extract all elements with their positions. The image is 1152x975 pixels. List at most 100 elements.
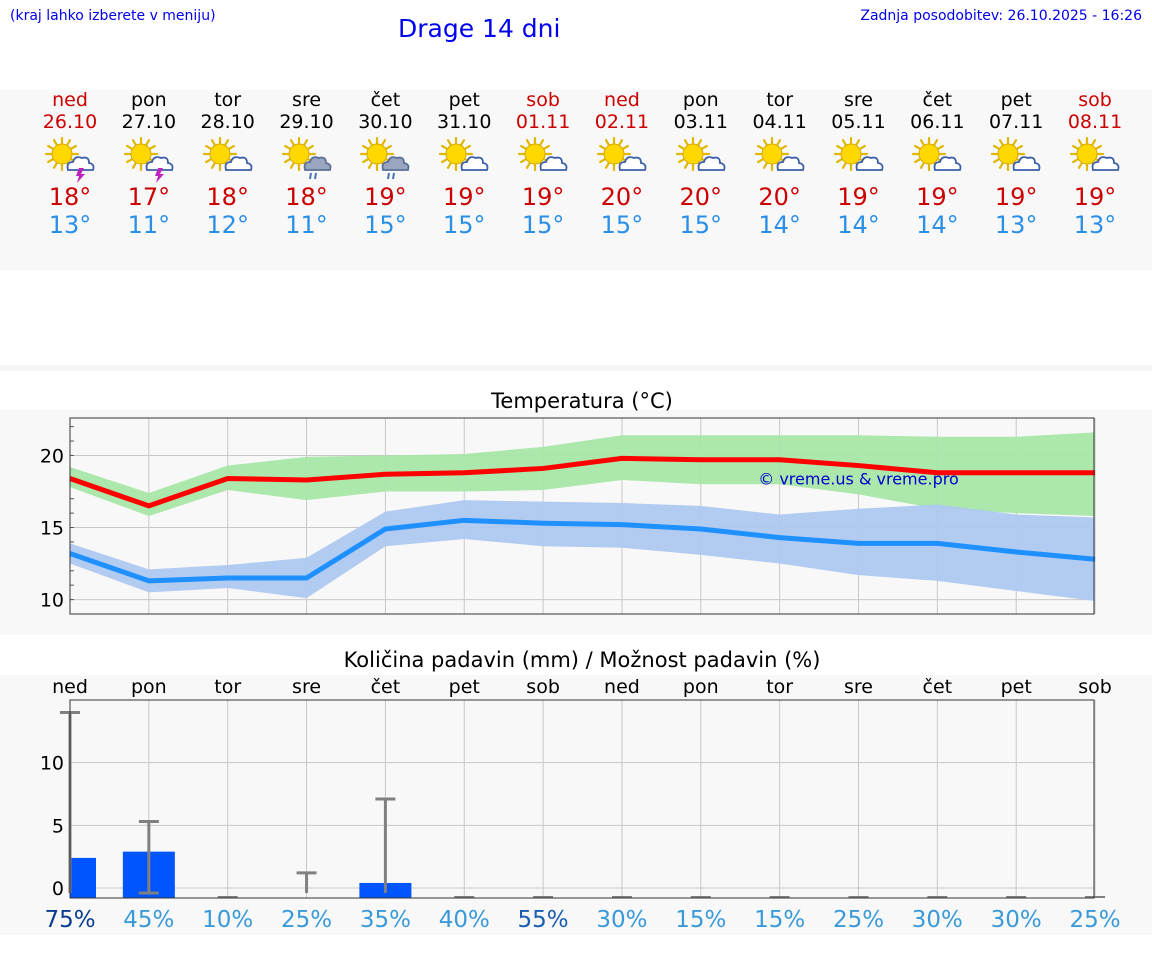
forecast-strip bbox=[0, 90, 1152, 270]
sun-cloud-icon bbox=[1055, 137, 1135, 183]
day-date: 31.10 bbox=[437, 111, 492, 133]
day-date: 08.11 bbox=[1067, 111, 1123, 133]
y-tick-label: 10 bbox=[40, 753, 64, 775]
precip-probability: 10% bbox=[202, 907, 253, 933]
precipitation-chart: Količina padavin (mm) / Možnost padavin … bbox=[40, 648, 1121, 933]
x-category-label: sob bbox=[526, 676, 560, 698]
precip-probability: 75% bbox=[44, 907, 95, 933]
x-category-label: pon bbox=[683, 676, 719, 698]
plot-frame bbox=[69, 699, 1095, 899]
separator bbox=[0, 365, 1152, 371]
day-name: pet bbox=[1000, 89, 1032, 111]
min-temp: 14° bbox=[758, 211, 801, 239]
sun-cloud-icon bbox=[740, 137, 820, 183]
day-date: 03.11 bbox=[673, 111, 728, 133]
day-column: sre 29.10 18° 11° bbox=[267, 89, 347, 239]
day-column: sob 08.11 19° 13° bbox=[1055, 89, 1135, 239]
precip-probability: 30% bbox=[596, 907, 647, 933]
day-date: 28.10 bbox=[200, 111, 255, 133]
min-range-band bbox=[70, 500, 1096, 602]
min-temperature-line bbox=[69, 517, 1096, 584]
precip-probability: 25% bbox=[281, 907, 332, 933]
day-column: tor 04.11 20° 14° bbox=[740, 89, 820, 239]
precipitation-title: Količina padavin (mm) / Možnost padavin … bbox=[344, 648, 821, 672]
day-name: pet bbox=[448, 89, 480, 111]
x-category-label: tor bbox=[766, 676, 793, 698]
day-name: sre bbox=[292, 89, 322, 111]
day-date: 02.11 bbox=[594, 111, 650, 133]
sun-cloud-icon bbox=[819, 137, 899, 183]
min-temp: 11° bbox=[127, 211, 171, 239]
plot-frame bbox=[69, 417, 1095, 615]
temperature-title: Temperatura (°C) bbox=[490, 389, 673, 413]
max-temp: 19° bbox=[994, 183, 1038, 211]
max-temp: 19° bbox=[364, 183, 407, 211]
sun-cloud-rain-icon bbox=[267, 137, 347, 183]
max-temp: 19° bbox=[1073, 183, 1117, 211]
day-name: sre bbox=[844, 89, 873, 111]
x-category-label: sre bbox=[844, 676, 873, 698]
precip-bar bbox=[70, 857, 96, 898]
day-name: tor bbox=[214, 89, 242, 111]
max-temp: 18° bbox=[285, 183, 328, 211]
max-temp: 20° bbox=[679, 183, 723, 211]
day-column: ned 26.10 18° 13° bbox=[30, 89, 110, 239]
precip-probability: 25% bbox=[833, 907, 884, 933]
max-temp: 19° bbox=[837, 183, 880, 211]
max-temp: 19° bbox=[442, 183, 486, 211]
min-temp: 15° bbox=[521, 211, 565, 239]
day-date: 30.10 bbox=[358, 111, 413, 133]
day-date: 29.10 bbox=[279, 111, 334, 133]
day-name: tor bbox=[766, 89, 794, 111]
y-tick-label: 20 bbox=[40, 445, 64, 467]
max-temp: 19° bbox=[916, 183, 959, 211]
day-name: ned bbox=[604, 89, 640, 111]
x-category-label: čet bbox=[371, 676, 401, 698]
max-temp: 17° bbox=[127, 183, 171, 211]
min-temp: 15° bbox=[600, 211, 644, 239]
sun-cloud-icon bbox=[582, 137, 662, 183]
sun-cloud-icon bbox=[503, 137, 583, 183]
min-temp: 14° bbox=[837, 211, 880, 239]
min-temp: 15° bbox=[442, 211, 486, 239]
day-name: pon bbox=[682, 89, 719, 111]
page-title: Drage 14 dni bbox=[398, 14, 561, 43]
day-column: pon 27.10 17° 11° bbox=[109, 89, 189, 239]
precip-probability: 15% bbox=[754, 907, 805, 933]
day-column: pet 31.10 19° 15° bbox=[424, 89, 504, 239]
day-date: 04.11 bbox=[752, 111, 807, 133]
precip-probability: 30% bbox=[991, 907, 1042, 933]
precip-probability: 55% bbox=[518, 907, 569, 933]
max-temp: 20° bbox=[758, 183, 801, 211]
sun-cloud-icon bbox=[897, 137, 977, 183]
day-column: tor 28.10 18° 12° bbox=[188, 89, 268, 239]
precip-probability: 40% bbox=[439, 907, 490, 933]
max-temp: 19° bbox=[521, 183, 565, 211]
max-temp: 20° bbox=[600, 183, 644, 211]
day-name: pon bbox=[130, 89, 167, 111]
sun-cloud-icon bbox=[661, 137, 741, 183]
day-column: čet 06.11 19° 14° bbox=[897, 89, 977, 239]
precip-probability: 45% bbox=[123, 907, 174, 933]
min-temp: 13° bbox=[48, 211, 92, 239]
max-temperature-line bbox=[69, 455, 1096, 509]
day-date: 05.11 bbox=[831, 111, 886, 133]
x-category-label: sre bbox=[292, 676, 321, 698]
min-temp: 13° bbox=[994, 211, 1038, 239]
precip-probability: 30% bbox=[912, 907, 963, 933]
day-column: pon 03.11 20° 15° bbox=[661, 89, 741, 239]
x-category-label: čet bbox=[923, 676, 953, 698]
min-temp: 12° bbox=[206, 211, 249, 239]
min-temp: 11° bbox=[285, 211, 328, 239]
day-columns: ned 26.10 18° 13° pon 27.10 17° 11° tor 28.10 18° 1… bbox=[0, 89, 1152, 269]
precip-probability: 35% bbox=[360, 907, 411, 933]
day-name: sob bbox=[1078, 89, 1112, 111]
max-temp: 18° bbox=[206, 183, 249, 211]
day-column: pet 07.11 19° 13° bbox=[976, 89, 1056, 239]
x-category-label: sob bbox=[1078, 676, 1112, 698]
y-tick-label: 0 bbox=[52, 878, 64, 900]
day-name: čet bbox=[370, 89, 401, 111]
location-hint: (kraj lahko izberete v meniju) bbox=[10, 8, 216, 24]
plot-area bbox=[70, 700, 1094, 898]
precip-probability: 25% bbox=[1069, 907, 1120, 933]
